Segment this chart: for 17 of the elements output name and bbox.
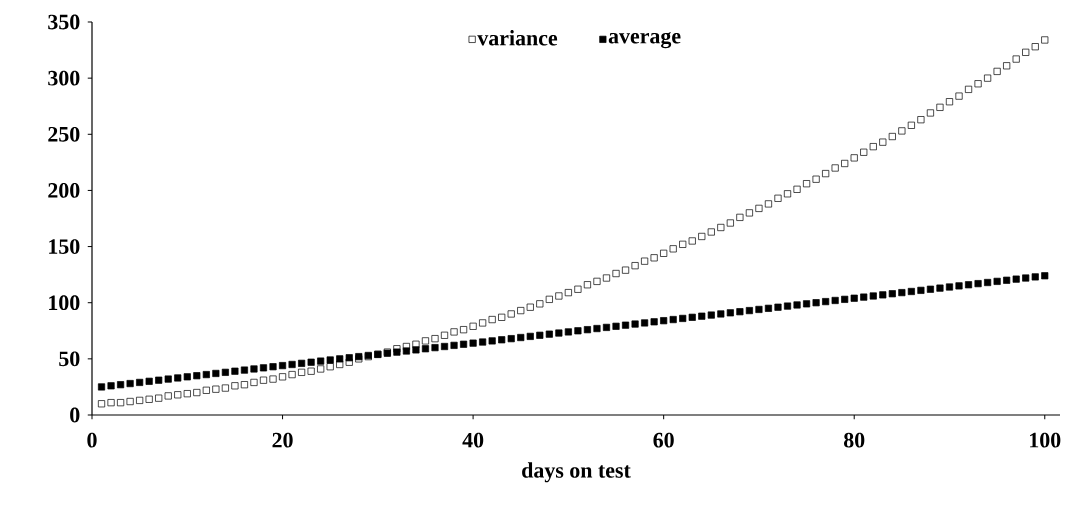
- x-tick-label: 80: [843, 432, 865, 448]
- x-tick-label: 100: [1030, 432, 1061, 448]
- y-tick-label: 50: [59, 351, 80, 367]
- x-axis-title: days on test: [522, 462, 631, 483]
- y-tick-label: 0: [70, 407, 80, 423]
- x-tick-label: 60: [653, 432, 674, 448]
- y-tick-label: 100: [49, 295, 80, 311]
- legend-label: variance: [477, 30, 558, 46]
- y-tick-label: 150: [49, 239, 80, 254]
- x-tick-label: 40: [462, 432, 484, 448]
- y-tick-label: 200: [48, 183, 80, 198]
- legend-label: average: [608, 32, 681, 49]
- y-tick-label: 300: [48, 70, 80, 86]
- x-tick-label: 0: [87, 432, 97, 448]
- y-tick-label: 350: [48, 14, 80, 30]
- y-tick-label: 250: [48, 126, 80, 142]
- x-tick-label: 20: [272, 432, 293, 448]
